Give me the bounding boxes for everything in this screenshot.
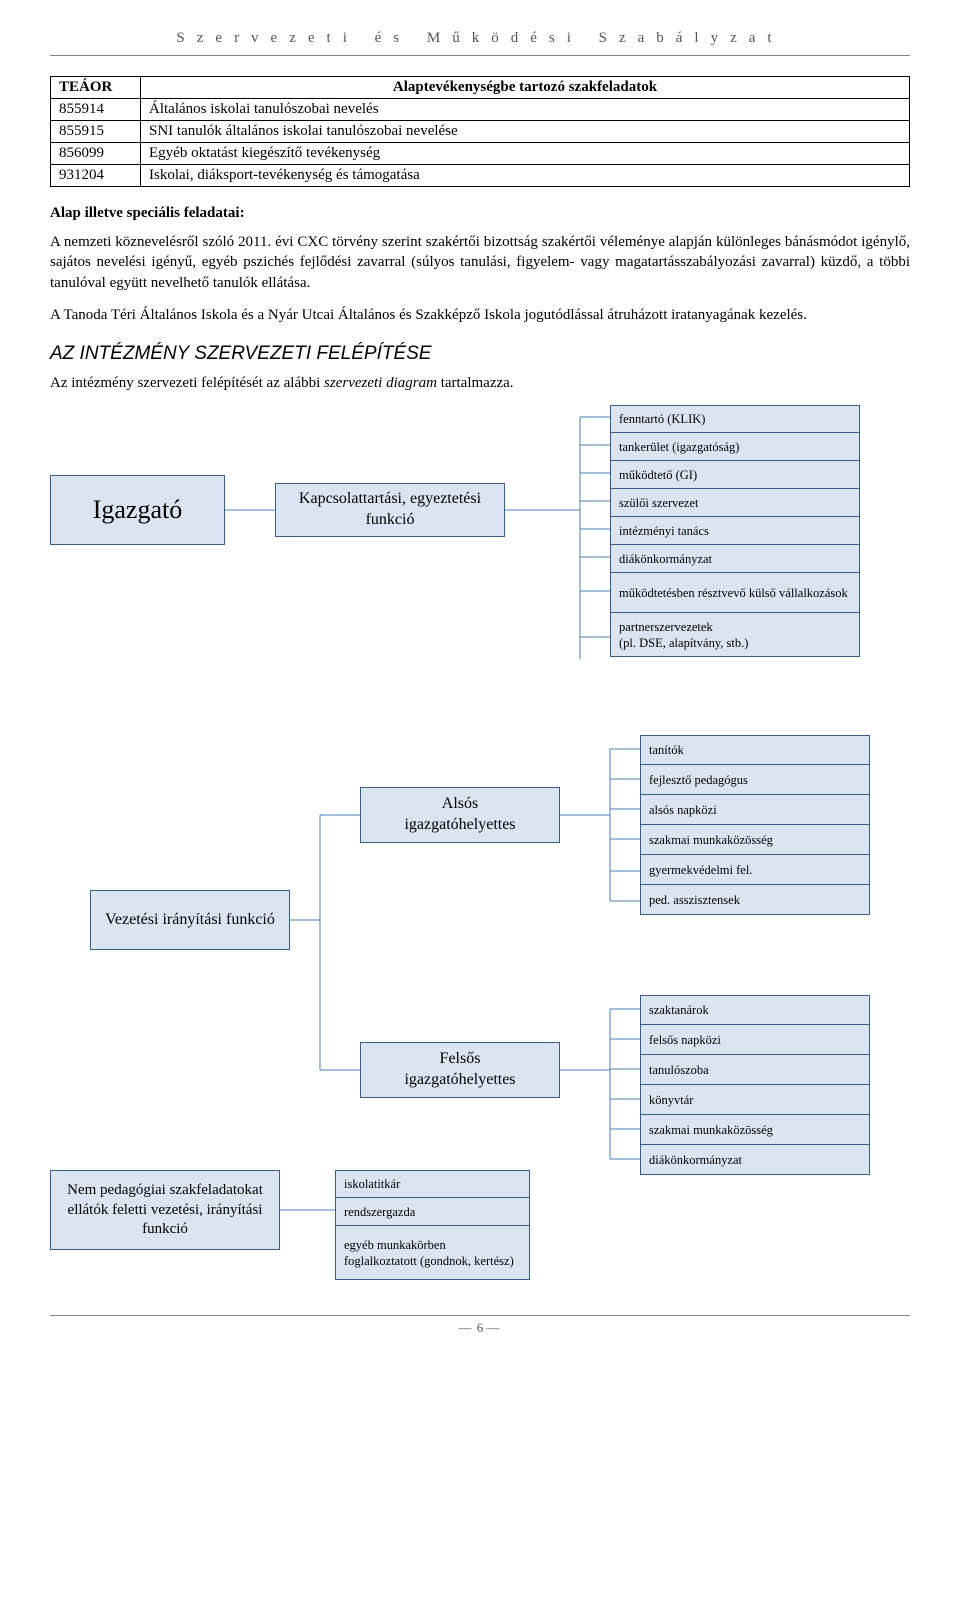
stack-item: tankerület (igazgatóság) <box>610 433 860 461</box>
alap-heading: Alap illetve speciális feladatai: <box>50 205 910 222</box>
alsos-stack-item: szakmai munkaközösség <box>640 825 870 855</box>
stack-item: partnerszervezetek (pl. DSE, alapítvány,… <box>610 613 860 657</box>
section-heading: AZ INTÉZMÉNY SZERVEZETI FELÉPÍTÉSE <box>50 343 910 365</box>
teaor-head-desc: Alaptevékenységbe tartozó szakfeladatok <box>141 77 910 99</box>
stack-item: intézményi tanács <box>610 517 860 545</box>
node-igazgato: Igazgató <box>50 475 225 545</box>
felsos-stack-item: tanulószoba <box>640 1055 870 1085</box>
node-kapcsolattartasi: Kapcsolattartási, egyeztetési funkció <box>275 483 505 537</box>
page-number: — 6 — <box>50 1315 910 1336</box>
felsos-stack-item: diákönkormányzat <box>640 1145 870 1175</box>
admin-stack-item: rendszergazda <box>335 1198 530 1226</box>
teaor-desc: Egyéb oktatást kiegészítő tevékenység <box>141 143 910 165</box>
felsos-stack-item: felsős napközi <box>640 1025 870 1055</box>
felsos-stack-item: könyvtár <box>640 1085 870 1115</box>
alsos-stack-item: ped. asszisztensek <box>640 885 870 915</box>
paragraph-1: A nemzeti köznevelésről szóló 2011. évi … <box>50 232 910 293</box>
node-nempedagogiai: Nem pedagógiai szakfeladatokat ellátók f… <box>50 1170 280 1250</box>
header-rule <box>50 55 910 56</box>
teaor-code: 855914 <box>51 99 141 121</box>
stack-item: szülői szervezet <box>610 489 860 517</box>
teaor-desc: Iskolai, diáksport-tevékenység és támoga… <box>141 165 910 187</box>
teaor-table: TEÁOR Alaptevékenységbe tartozó szakfela… <box>50 76 910 187</box>
org-diagram-2: Vezetési irányítási funkció Alsós igazga… <box>50 735 910 1295</box>
alsos-stack-item: gyermekvédelmi fel. <box>640 855 870 885</box>
teaor-code: 855915 <box>51 121 141 143</box>
stack-item: működtető (GI) <box>610 461 860 489</box>
teaor-code: 931204 <box>51 165 141 187</box>
section-intro-italic: szervezeti diagram <box>324 375 437 391</box>
felsos-stack-item: szaktanárok <box>640 995 870 1025</box>
alsos-stack-item: fejlesztő pedagógus <box>640 765 870 795</box>
stack-item: működtetésben résztvevő külső vállalkozá… <box>610 573 860 613</box>
section-intro: Az intézmény szervezeti felépítését az a… <box>50 373 910 393</box>
node-felsos: Felsős igazgatóhelyettes <box>360 1042 560 1098</box>
org-diagram-1: Igazgató Kapcsolattartási, egyeztetési f… <box>50 405 910 695</box>
alsos-stack-item: tanítók <box>640 735 870 765</box>
section-intro-suffix: tartalmazza. <box>437 375 514 391</box>
section-intro-prefix: Az intézmény szervezeti felépítését az a… <box>50 375 324 391</box>
teaor-desc: SNI tanulók általános iskolai tanulószob… <box>141 121 910 143</box>
teaor-code: 856099 <box>51 143 141 165</box>
page-number-value: 6 <box>477 1320 484 1335</box>
admin-stack-item: iskolatitkár <box>335 1170 530 1198</box>
teaor-desc: Általános iskolai tanulószobai nevelés <box>141 99 910 121</box>
felsos-stack-item: szakmai munkaközösség <box>640 1115 870 1145</box>
stack-item: diákönkormányzat <box>610 545 860 573</box>
node-alsos: Alsós igazgatóhelyettes <box>360 787 560 843</box>
node-vezetesi: Vezetési irányítási funkció <box>90 890 290 950</box>
teaor-head-code: TEÁOR <box>51 77 141 99</box>
admin-stack-item: egyéb munkakörben foglalkoztatott (gondn… <box>335 1226 530 1280</box>
page-header-title: Szervezeti és Működési Szabályzat <box>50 30 910 47</box>
stack-item: fenntartó (KLIK) <box>610 405 860 433</box>
paragraph-2: A Tanoda Téri Általános Iskola és a Nyár… <box>50 305 910 325</box>
alsos-stack-item: alsós napközi <box>640 795 870 825</box>
